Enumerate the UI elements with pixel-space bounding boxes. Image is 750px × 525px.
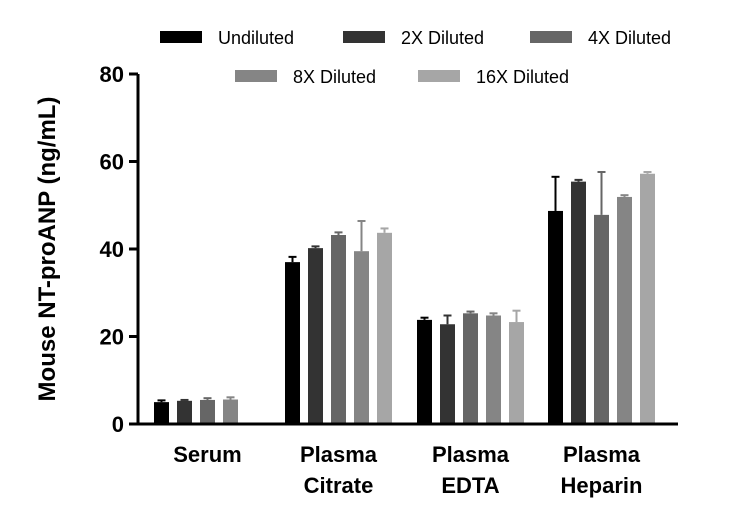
category-label: Plasma xyxy=(300,442,378,467)
legend-swatch xyxy=(530,31,572,43)
bar-16x-diluted-1 xyxy=(377,232,392,424)
bar-undiluted-3 xyxy=(548,210,563,424)
bar-8x-diluted-1 xyxy=(354,251,369,424)
bar-undiluted-0 xyxy=(154,402,169,424)
legend-swatch xyxy=(160,31,202,43)
legend-label: 2X Diluted xyxy=(401,28,484,48)
legend-label: 8X Diluted xyxy=(293,67,376,87)
bar-8x-diluted-0 xyxy=(223,399,238,424)
legend-label: 4X Diluted xyxy=(588,28,671,48)
legend: Undiluted 2X Diluted 4X Diluted 8X Diluted 1… xyxy=(160,28,671,87)
bar-8x-diluted-2 xyxy=(486,315,501,424)
bar-16x-diluted-2 xyxy=(509,322,524,424)
bar-4x-diluted-2 xyxy=(463,313,478,424)
bar-2x-diluted-1 xyxy=(308,248,323,424)
x-labels: Serum Plasma Citrate Plasma EDTA Plasma Hepari… xyxy=(173,442,642,498)
bar-2x-diluted-0 xyxy=(177,400,192,424)
bar-4x-diluted-0 xyxy=(200,399,215,424)
category-label: Heparin xyxy=(561,473,643,498)
legend-label: Undiluted xyxy=(218,28,294,48)
y-tick-label: 20 xyxy=(100,325,124,350)
category-label: Citrate xyxy=(304,473,374,498)
bar-undiluted-2 xyxy=(417,319,432,424)
legend-swatch xyxy=(343,31,385,43)
category-label: Plasma xyxy=(432,442,510,467)
category-label: EDTA xyxy=(441,473,499,498)
bar-undiluted-1 xyxy=(285,262,300,424)
category-label: Serum xyxy=(173,442,241,467)
legend-swatch xyxy=(418,70,460,82)
bar-2x-diluted-3 xyxy=(571,181,586,424)
bar-4x-diluted-3 xyxy=(594,214,609,424)
y-axis-title: Mouse NT-proANP (ng/mL) xyxy=(34,97,61,402)
legend-swatch xyxy=(235,70,277,82)
bar-4x-diluted-1 xyxy=(331,235,346,424)
bar-16x-diluted-3 xyxy=(640,173,655,424)
y-tick-label: 0 xyxy=(112,412,124,437)
y-ticks: 0 20 40 60 80 xyxy=(100,62,138,437)
bar-2x-diluted-2 xyxy=(440,324,455,424)
category-label: Plasma xyxy=(563,442,641,467)
bars xyxy=(154,171,655,424)
y-tick-label: 80 xyxy=(100,62,124,87)
legend-label: 16X Diluted xyxy=(476,67,569,87)
y-tick-label: 60 xyxy=(100,150,124,175)
bar-8x-diluted-3 xyxy=(617,196,632,424)
y-tick-label: 40 xyxy=(100,237,124,262)
